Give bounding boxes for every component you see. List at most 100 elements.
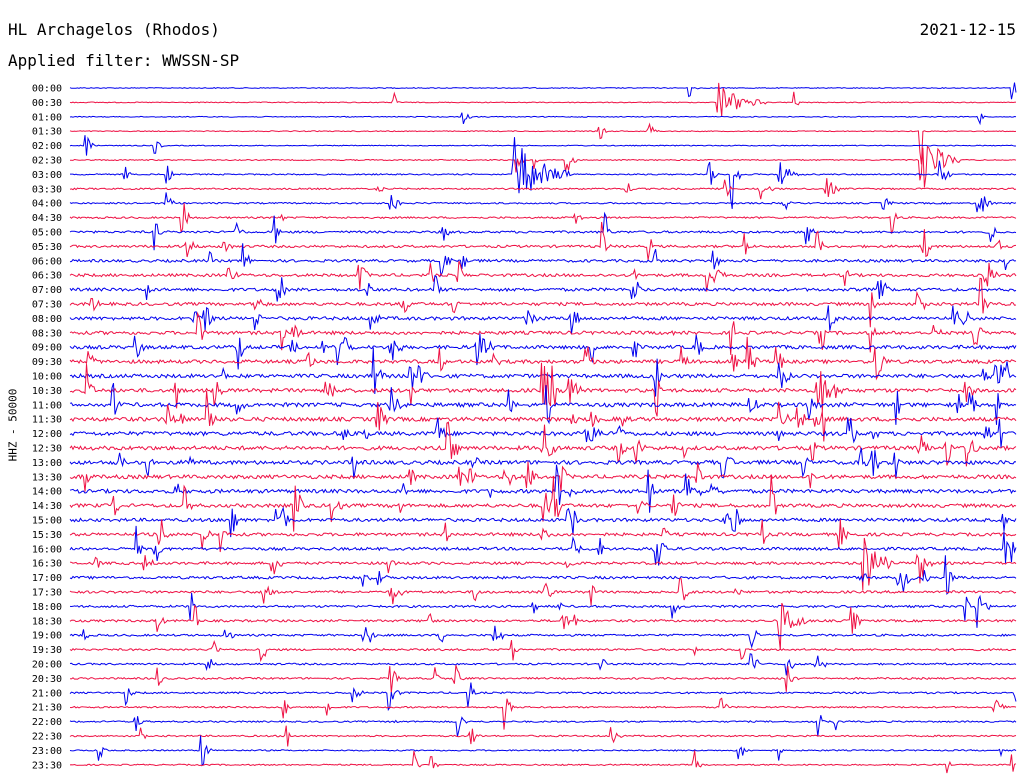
time-label: 01:00	[32, 112, 62, 123]
time-label: 18:00	[32, 602, 62, 613]
trace-line	[69, 333, 1017, 370]
trace-line	[69, 735, 1017, 767]
trace-line	[69, 336, 1017, 381]
time-label: 02:00	[32, 141, 62, 152]
time-label: 19:00	[32, 631, 62, 642]
time-label: 02:30	[32, 156, 62, 167]
trace-line	[69, 697, 1017, 730]
time-label: 07:00	[32, 285, 62, 296]
trace-line	[69, 383, 1017, 425]
time-label: 06:30	[32, 271, 62, 282]
time-label: 23:00	[32, 746, 62, 757]
station-title: HL Archagelos (Rhodos)	[8, 20, 220, 39]
time-label-group: 00:00 00:30 01:00 01:30 02:00 02:30 03:00 03:30…	[32, 84, 62, 772]
time-label: 22:00	[32, 717, 62, 728]
time-label: 14:30	[32, 501, 62, 512]
time-label: 22:30	[32, 732, 62, 743]
time-label: 04:00	[32, 199, 62, 210]
trace-line	[69, 461, 1017, 493]
trace-line	[69, 665, 1017, 694]
trace-line	[69, 555, 1017, 596]
time-label: 12:30	[32, 444, 62, 455]
trace-line	[69, 347, 1017, 397]
time-label: 10:30	[32, 386, 62, 397]
trace-line	[69, 417, 1017, 448]
trace-line	[69, 203, 1017, 234]
trace-line	[69, 592, 1017, 628]
time-label: 16:30	[32, 559, 62, 570]
trace-line	[69, 390, 1017, 442]
trace-line	[69, 260, 1017, 292]
time-label: 21:30	[32, 703, 62, 714]
trace-line	[69, 362, 1017, 417]
trace-line	[69, 82, 1017, 100]
trace-line	[69, 682, 1017, 712]
trace-line	[69, 464, 1017, 513]
trace-line	[69, 625, 1017, 649]
time-label: 01:30	[32, 127, 62, 138]
time-label: 21:00	[32, 688, 62, 699]
time-label: 04:30	[32, 213, 62, 224]
time-label: 05:30	[32, 242, 62, 253]
time-label: 11:00	[32, 400, 62, 411]
time-label: 17:30	[32, 588, 62, 599]
trace-line	[69, 506, 1017, 538]
trace-line	[69, 277, 1017, 328]
time-label: 13:30	[32, 472, 62, 483]
trace-line	[69, 602, 1017, 650]
time-label: 11:30	[32, 415, 62, 426]
trace-line	[69, 525, 1017, 566]
time-label: 03:30	[32, 184, 62, 195]
trace-line	[69, 519, 1017, 553]
trace-line	[69, 537, 1017, 591]
trace-line	[69, 475, 1017, 532]
time-label: 17:00	[32, 573, 62, 584]
trace-line	[69, 274, 1017, 302]
filter-label: Applied filter: WWSSN-SP	[8, 51, 240, 70]
trace-line	[69, 311, 1017, 355]
time-label: 19:30	[32, 645, 62, 656]
time-label: 06:00	[32, 256, 62, 267]
trace-line	[69, 221, 1017, 261]
time-label: 13:00	[32, 458, 62, 469]
time-label: 05:00	[32, 228, 62, 239]
time-label: 15:00	[32, 516, 62, 527]
trace-line	[69, 750, 1017, 774]
time-label: 14:00	[32, 487, 62, 498]
time-label: 00:00	[32, 84, 62, 95]
trace-line	[69, 211, 1017, 251]
time-label: 03:00	[32, 170, 62, 181]
time-label: 09:00	[32, 343, 62, 354]
time-label: 10:00	[32, 372, 62, 383]
plot-date: 2021-12-15	[919, 20, 1016, 39]
trace-line	[69, 82, 1017, 117]
trace-line	[69, 725, 1017, 747]
trace-line	[69, 243, 1017, 278]
time-label: 23:30	[32, 760, 62, 771]
time-label: 20:30	[32, 674, 62, 685]
time-label: 12:00	[32, 429, 62, 440]
trace-line	[69, 192, 1017, 213]
trace-line	[69, 447, 1017, 479]
time-label: 18:30	[32, 616, 62, 627]
trace-line	[69, 135, 1016, 156]
time-label: 15:30	[32, 530, 62, 541]
trace-group	[69, 82, 1017, 774]
trace-line	[69, 578, 1017, 606]
trace-line	[69, 421, 1017, 467]
trace-line	[69, 653, 1017, 676]
time-label: 09:30	[32, 357, 62, 368]
trace-line	[69, 715, 1017, 737]
trace-line	[70, 137, 1017, 209]
trace-line	[69, 640, 1017, 663]
time-label: 16:00	[32, 544, 62, 555]
time-label: 00:30	[32, 98, 62, 109]
time-label: 08:00	[32, 314, 62, 325]
trace-line	[69, 178, 1017, 200]
trace-line	[69, 112, 1017, 126]
trace-line	[69, 305, 1017, 334]
time-label: 07:30	[32, 300, 62, 311]
trace-line	[69, 122, 1017, 165]
time-label: 20:00	[32, 660, 62, 671]
